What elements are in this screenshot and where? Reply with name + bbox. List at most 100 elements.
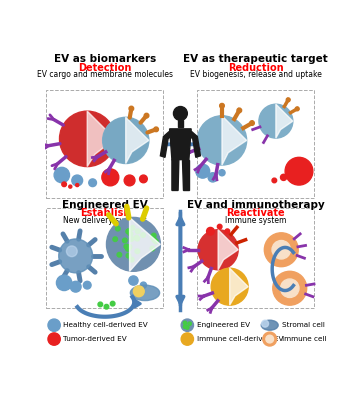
Circle shape [70, 281, 81, 292]
Circle shape [59, 111, 115, 166]
Circle shape [211, 268, 248, 305]
Circle shape [67, 246, 77, 257]
Circle shape [151, 233, 156, 238]
Circle shape [220, 104, 224, 108]
Circle shape [154, 127, 158, 132]
Polygon shape [222, 116, 247, 165]
Circle shape [273, 271, 307, 305]
Text: Healthy cell-derived EV: Healthy cell-derived EV [63, 322, 148, 328]
Polygon shape [218, 230, 238, 270]
Circle shape [98, 302, 103, 307]
Circle shape [290, 178, 295, 183]
Bar [178, 120, 183, 126]
Polygon shape [126, 117, 149, 164]
Bar [197, 90, 314, 198]
Circle shape [126, 253, 131, 258]
Bar [46, 90, 163, 198]
Circle shape [124, 175, 135, 186]
Circle shape [134, 235, 139, 240]
Circle shape [69, 185, 72, 188]
Circle shape [140, 175, 147, 183]
Polygon shape [170, 129, 191, 160]
Circle shape [197, 116, 247, 165]
Circle shape [48, 333, 60, 345]
Circle shape [126, 246, 130, 251]
Text: EV cargo and membrane molecules: EV cargo and membrane molecules [37, 70, 173, 79]
Circle shape [225, 229, 230, 234]
Circle shape [56, 275, 72, 290]
Text: Reactivate: Reactivate [227, 208, 285, 218]
Circle shape [72, 175, 83, 186]
Circle shape [281, 174, 287, 180]
Polygon shape [230, 268, 248, 305]
Circle shape [174, 106, 187, 120]
Text: Tumor-derived EV: Tumor-derived EV [63, 336, 127, 342]
Circle shape [126, 246, 131, 251]
Circle shape [295, 107, 299, 111]
Circle shape [59, 111, 115, 166]
Polygon shape [87, 111, 115, 166]
Circle shape [183, 321, 187, 324]
Circle shape [135, 236, 139, 241]
Circle shape [186, 326, 189, 329]
Circle shape [272, 240, 290, 259]
Circle shape [127, 245, 132, 249]
Text: Immune system: Immune system [225, 216, 287, 225]
Circle shape [181, 333, 194, 345]
Text: Detection: Detection [78, 63, 132, 73]
Text: EV as therapeutic target: EV as therapeutic target [183, 54, 328, 64]
Ellipse shape [261, 320, 278, 330]
Circle shape [198, 230, 238, 270]
Circle shape [259, 104, 293, 138]
Text: Reduction: Reduction [228, 63, 284, 73]
Circle shape [62, 182, 67, 186]
Circle shape [196, 164, 210, 178]
Text: Immune cell: Immune cell [282, 336, 327, 342]
Circle shape [250, 121, 254, 125]
Circle shape [110, 301, 115, 306]
Circle shape [130, 226, 135, 230]
Circle shape [129, 237, 134, 241]
Circle shape [208, 173, 217, 182]
Circle shape [188, 322, 191, 325]
Text: EV and immunotherapy: EV and immunotherapy [187, 200, 325, 210]
Circle shape [207, 228, 214, 235]
Circle shape [135, 249, 140, 254]
Circle shape [103, 117, 149, 164]
Circle shape [140, 282, 146, 288]
Circle shape [183, 325, 187, 328]
Circle shape [104, 304, 109, 309]
Circle shape [150, 246, 155, 251]
Circle shape [102, 169, 119, 186]
Circle shape [141, 233, 145, 237]
Text: New delivery systems: New delivery systems [63, 216, 147, 225]
Circle shape [76, 184, 79, 186]
Circle shape [126, 229, 131, 234]
Circle shape [153, 239, 158, 244]
Circle shape [129, 276, 138, 285]
Circle shape [264, 233, 298, 267]
Polygon shape [182, 160, 189, 190]
Circle shape [115, 226, 120, 231]
Polygon shape [130, 218, 161, 271]
Circle shape [237, 108, 241, 113]
Text: Engineered EV: Engineered EV [62, 200, 148, 210]
Circle shape [83, 281, 91, 289]
Bar [197, 208, 314, 308]
Circle shape [262, 320, 269, 327]
Circle shape [54, 167, 69, 183]
Polygon shape [172, 160, 179, 190]
Circle shape [136, 229, 140, 234]
Text: Immune cell-derived EV: Immune cell-derived EV [196, 336, 283, 342]
Polygon shape [276, 104, 293, 138]
Circle shape [272, 178, 277, 183]
Circle shape [129, 106, 134, 111]
Circle shape [124, 244, 128, 249]
Circle shape [150, 235, 155, 239]
Circle shape [219, 170, 225, 176]
Circle shape [266, 335, 274, 343]
Text: Stromal cell: Stromal cell [282, 322, 325, 328]
Circle shape [285, 157, 313, 185]
Circle shape [217, 224, 222, 229]
Circle shape [133, 286, 144, 297]
